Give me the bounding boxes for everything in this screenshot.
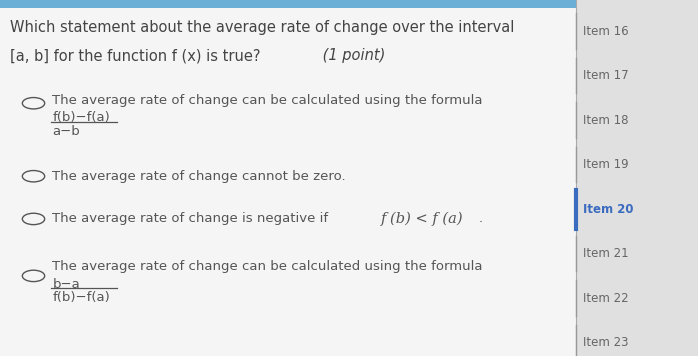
Text: .: . — [478, 213, 482, 225]
Text: The average rate of change can be calculated using the formula: The average rate of change can be calcul… — [52, 94, 483, 108]
Text: The average rate of change is negative if: The average rate of change is negative i… — [52, 213, 333, 225]
Text: Item 16: Item 16 — [583, 25, 628, 38]
Text: a−b: a−b — [52, 125, 80, 138]
Text: f (b) < f (a): f (b) < f (a) — [380, 212, 463, 226]
Text: Item 23: Item 23 — [583, 336, 628, 349]
Text: Which statement about the average rate of change over the interval: Which statement about the average rate o… — [10, 20, 515, 35]
Text: f(b)−f(a): f(b)−f(a) — [52, 291, 110, 304]
Bar — [0, 0, 576, 356]
Text: Item 19: Item 19 — [583, 158, 628, 171]
Text: Item 20: Item 20 — [583, 203, 633, 216]
Text: b−a: b−a — [52, 278, 80, 291]
Text: (1 point): (1 point) — [318, 48, 385, 63]
Text: Item 21: Item 21 — [583, 247, 628, 260]
Text: Item 18: Item 18 — [583, 114, 628, 127]
Text: Item 17: Item 17 — [583, 69, 628, 82]
Text: Item 22: Item 22 — [583, 292, 628, 305]
Text: f(b)−f(a): f(b)−f(a) — [52, 111, 110, 124]
Text: The average rate of change cannot be zero.: The average rate of change cannot be zer… — [52, 170, 346, 183]
Bar — [576, 0, 698, 356]
Bar — [0, 0, 576, 8]
Text: The average rate of change can be calculated using the formula: The average rate of change can be calcul… — [52, 260, 483, 273]
Text: [a, b] for the function f (x) is true?: [a, b] for the function f (x) is true? — [10, 48, 261, 63]
